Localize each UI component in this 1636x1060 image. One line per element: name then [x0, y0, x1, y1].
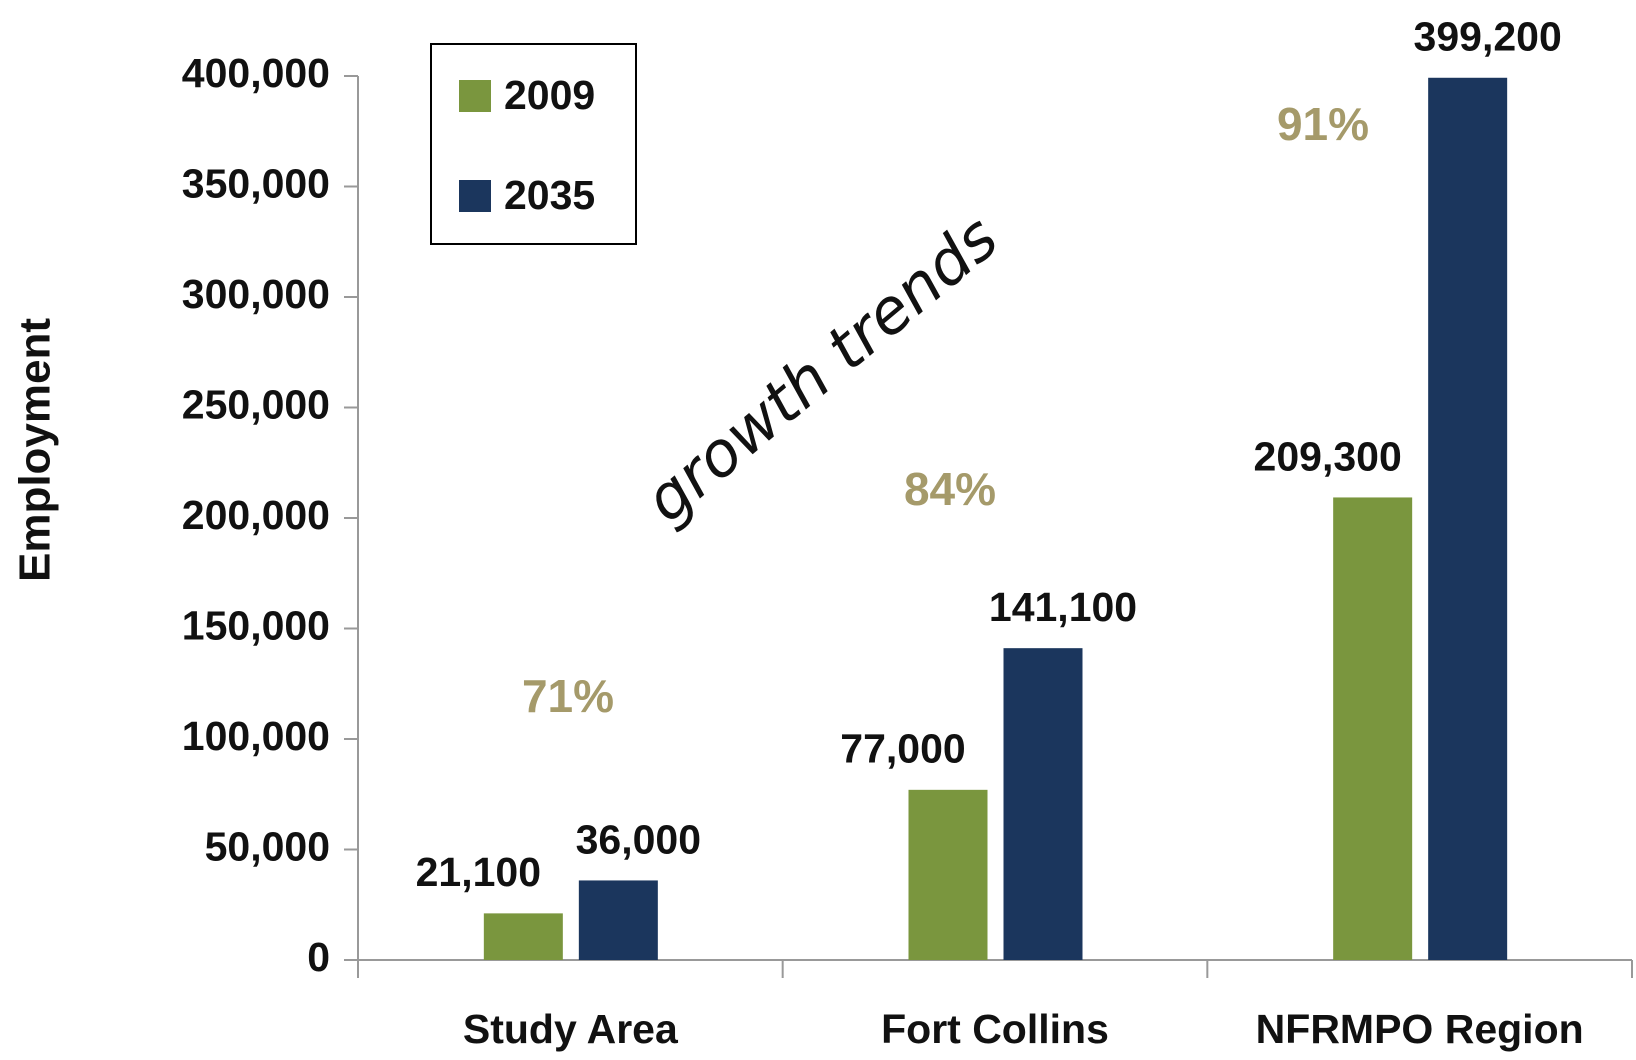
- bar: [1333, 497, 1413, 960]
- value-label: 141,100: [989, 584, 1137, 630]
- x-tick-label: NFRMPO Region: [1256, 1006, 1584, 1052]
- growth-percent: 71%: [522, 670, 614, 722]
- legend-swatch: [459, 80, 491, 112]
- value-label: 36,000: [576, 816, 701, 862]
- y-tick-label: 50,000: [205, 823, 330, 869]
- y-tick-label: 100,000: [182, 713, 330, 759]
- x-tick-label: Fort Collins: [881, 1006, 1109, 1052]
- bar: [578, 880, 658, 960]
- y-tick-label: 200,000: [182, 492, 330, 538]
- x-tick-label: Study Area: [463, 1006, 679, 1052]
- value-label: 209,300: [1254, 433, 1402, 479]
- bar: [483, 913, 563, 960]
- y-tick-label: 400,000: [182, 50, 330, 96]
- value-label: 77,000: [840, 726, 965, 772]
- value-label: 399,200: [1414, 14, 1562, 60]
- bar: [1428, 77, 1508, 960]
- value-label: 21,100: [416, 849, 541, 895]
- y-tick-label: 0: [307, 934, 330, 980]
- growth-percent: 91%: [1277, 98, 1369, 150]
- y-tick-label: 150,000: [182, 602, 330, 648]
- y-tick-label: 250,000: [182, 381, 330, 427]
- y-tick-label: 300,000: [182, 271, 330, 317]
- legend-swatch: [459, 180, 491, 212]
- bar: [1003, 648, 1083, 960]
- legend-label: 2035: [504, 172, 595, 218]
- growth-percent: 84%: [904, 463, 996, 515]
- y-axis-label: Employment: [11, 318, 60, 582]
- bar: [908, 789, 988, 960]
- y-tick-label: 350,000: [182, 160, 330, 206]
- legend-label: 2009: [504, 72, 595, 118]
